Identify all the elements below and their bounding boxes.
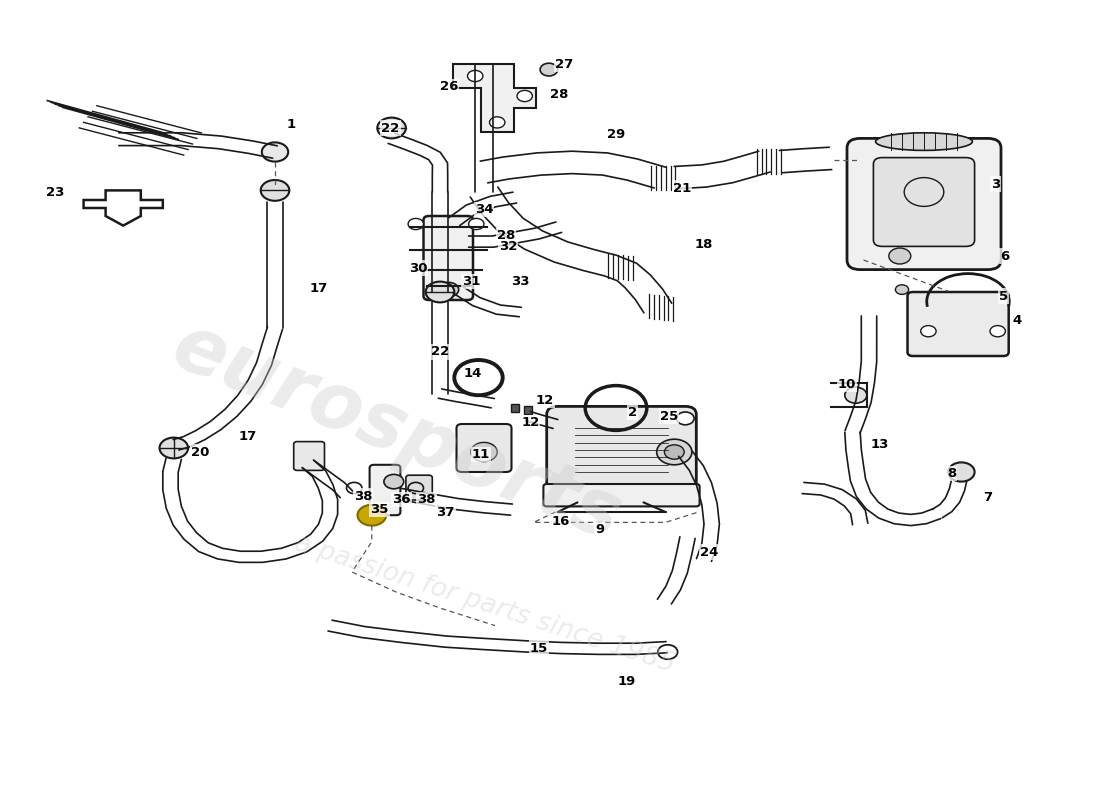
FancyBboxPatch shape	[873, 158, 975, 246]
Text: 16: 16	[552, 515, 570, 528]
Text: 26: 26	[440, 80, 458, 93]
Text: 33: 33	[512, 275, 529, 288]
Circle shape	[261, 180, 289, 201]
FancyBboxPatch shape	[370, 465, 400, 515]
Circle shape	[921, 326, 936, 337]
Circle shape	[471, 442, 497, 462]
FancyBboxPatch shape	[908, 292, 1009, 356]
Text: 9: 9	[595, 523, 604, 536]
Text: 28: 28	[497, 229, 515, 242]
Circle shape	[377, 118, 406, 138]
Circle shape	[490, 117, 505, 128]
Circle shape	[664, 445, 684, 459]
Text: 34: 34	[475, 203, 493, 216]
Text: 19: 19	[618, 675, 636, 688]
Circle shape	[676, 412, 694, 425]
Text: 23: 23	[46, 186, 64, 198]
Text: 27: 27	[556, 58, 573, 70]
Text: 14: 14	[464, 367, 482, 380]
Circle shape	[990, 326, 1005, 337]
Circle shape	[658, 645, 678, 659]
Text: 17: 17	[310, 282, 328, 294]
Circle shape	[657, 439, 692, 465]
FancyBboxPatch shape	[543, 484, 700, 506]
Text: 25: 25	[660, 410, 678, 422]
Circle shape	[948, 462, 975, 482]
Text: 32: 32	[499, 240, 517, 253]
Text: 4: 4	[1013, 314, 1022, 326]
Circle shape	[439, 282, 459, 297]
FancyBboxPatch shape	[547, 406, 696, 498]
Circle shape	[408, 218, 424, 230]
Text: 35: 35	[371, 503, 388, 516]
Text: 3: 3	[991, 178, 1000, 190]
Text: 20: 20	[191, 446, 209, 458]
Circle shape	[889, 248, 911, 264]
Text: 21: 21	[673, 182, 691, 194]
FancyBboxPatch shape	[294, 442, 324, 470]
Circle shape	[262, 142, 288, 162]
Text: 8: 8	[947, 467, 956, 480]
Text: 1: 1	[287, 118, 296, 130]
Text: 30: 30	[409, 262, 427, 274]
Text: 29: 29	[607, 128, 625, 141]
FancyBboxPatch shape	[847, 138, 1001, 270]
Text: 11: 11	[472, 448, 490, 461]
Text: 37: 37	[437, 506, 454, 518]
Ellipse shape	[876, 133, 972, 150]
Circle shape	[845, 387, 867, 403]
Circle shape	[426, 282, 454, 302]
Text: 12: 12	[536, 394, 553, 406]
FancyBboxPatch shape	[456, 424, 512, 472]
Text: 17: 17	[239, 430, 256, 442]
Text: 12: 12	[521, 416, 539, 429]
Circle shape	[517, 90, 532, 102]
Text: 15: 15	[530, 642, 548, 654]
Circle shape	[469, 218, 484, 230]
Text: 31: 31	[462, 275, 480, 288]
Circle shape	[160, 438, 188, 458]
Circle shape	[895, 285, 909, 294]
Text: eurosports: eurosports	[161, 307, 631, 557]
Text: 22: 22	[382, 122, 399, 134]
Text: 5: 5	[999, 290, 1008, 302]
FancyBboxPatch shape	[424, 216, 473, 300]
Text: 36: 36	[393, 493, 410, 506]
Text: 28: 28	[550, 88, 568, 101]
Text: 22: 22	[431, 346, 449, 358]
Text: 13: 13	[871, 438, 889, 450]
FancyBboxPatch shape	[406, 475, 432, 500]
Text: 2: 2	[628, 406, 637, 418]
Text: 38: 38	[354, 490, 372, 502]
Text: 10: 10	[838, 378, 856, 390]
Text: 6: 6	[1000, 250, 1009, 262]
Circle shape	[384, 474, 404, 489]
Polygon shape	[84, 190, 163, 226]
Circle shape	[468, 70, 483, 82]
Text: 38: 38	[418, 493, 436, 506]
Text: 24: 24	[701, 546, 718, 558]
Text: 18: 18	[695, 238, 713, 250]
Circle shape	[358, 505, 386, 526]
Polygon shape	[453, 64, 536, 132]
Circle shape	[540, 63, 558, 76]
Text: 7: 7	[983, 491, 992, 504]
Text: a passion for parts since 1985: a passion for parts since 1985	[290, 530, 678, 678]
